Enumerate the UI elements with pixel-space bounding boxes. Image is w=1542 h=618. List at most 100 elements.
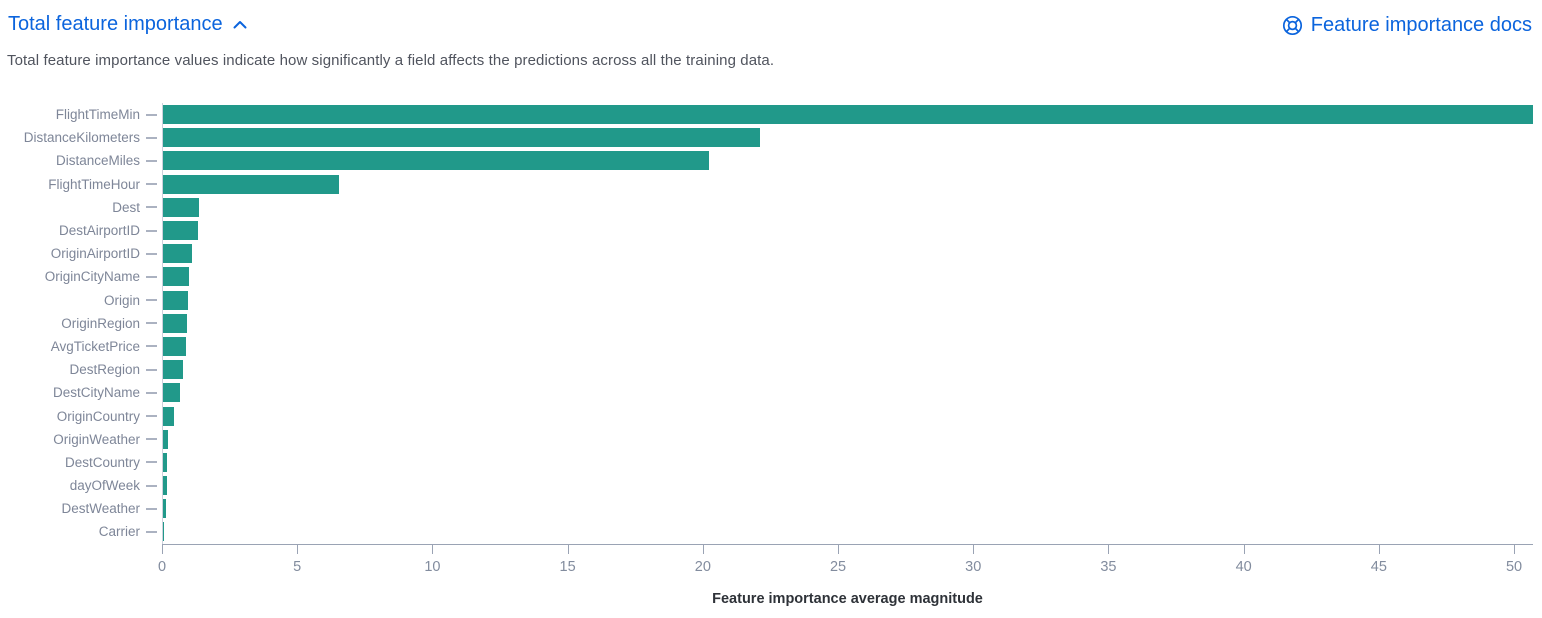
x-tick-label: 25: [829, 559, 847, 575]
chart-rows: FlightTimeMin DistanceKilometers DistanceM…: [0, 103, 1533, 544]
y-tick-mark: [146, 345, 157, 348]
category-label: OriginAirportID: [50, 246, 140, 262]
category-label: DestWeather: [61, 501, 140, 517]
bar-track: [163, 290, 1533, 310]
x-axis: Feature importance average magnitude 0 5 1…: [158, 544, 1533, 614]
bar[interactable]: [163, 313, 187, 333]
bar-track: [163, 267, 1533, 287]
bar-track: [163, 151, 1533, 171]
bar[interactable]: [163, 452, 168, 472]
bar[interactable]: [163, 360, 183, 380]
chart-row: DestCountry: [0, 451, 1533, 474]
y-tick-mark: [146, 183, 157, 186]
chart-row: Carrier: [0, 520, 1533, 543]
x-tick-mark: [973, 545, 975, 554]
x-tick-mark: [1108, 545, 1110, 554]
total-feature-importance-toggle[interactable]: Total feature importance: [8, 13, 248, 36]
category-label: OriginCityName: [44, 269, 140, 285]
x-tick-label: 10: [424, 559, 441, 575]
category-label: AvgTicketPrice: [50, 338, 140, 354]
chart-row: OriginRegion: [0, 312, 1533, 335]
y-tick-mark: [146, 507, 157, 510]
y-tick-mark: [146, 484, 157, 487]
x-tick-label: 40: [1235, 559, 1252, 575]
x-tick-label: 30: [965, 559, 982, 575]
bar[interactable]: [163, 267, 190, 287]
category-label: DistanceMiles: [55, 153, 140, 169]
x-tick-mark: [838, 545, 840, 554]
bar-track: [163, 105, 1533, 125]
category-label: dayOfWeek: [69, 478, 140, 494]
y-tick-mark: [146, 461, 157, 464]
category-label: DestAirportID: [58, 223, 140, 239]
bar[interactable]: [163, 429, 168, 449]
bar-track: [163, 244, 1533, 264]
y-tick-mark: [146, 252, 157, 255]
bar-track: [163, 336, 1533, 356]
category-label: OriginRegion: [61, 315, 140, 331]
bar[interactable]: [163, 151, 709, 171]
bar-track: [163, 174, 1533, 194]
y-tick-mark: [146, 113, 157, 116]
x-tick-mark: [432, 545, 434, 554]
y-tick-mark: [146, 206, 157, 209]
x-tick-label: 35: [1100, 559, 1117, 575]
bar[interactable]: [163, 290, 189, 310]
bar[interactable]: [163, 383, 181, 403]
bar[interactable]: [163, 174, 339, 194]
section-description: Total feature importance values indicate…: [7, 52, 775, 69]
bar-track: [163, 476, 1533, 496]
y-tick-mark: [146, 368, 157, 371]
bar-track: [163, 429, 1533, 449]
chart-row: Dest: [0, 196, 1533, 219]
bar[interactable]: [163, 128, 761, 148]
category-label: OriginCountry: [56, 408, 140, 424]
bar[interactable]: [163, 221, 199, 241]
y-tick-mark: [146, 229, 157, 232]
chart-row: FlightTimeHour: [0, 173, 1533, 196]
bar[interactable]: [163, 522, 165, 542]
y-axis-line: [162, 103, 163, 544]
feature-importance-chart: FlightTimeMin DistanceKilometers DistanceM…: [0, 103, 1533, 607]
category-label: DistanceKilometers: [23, 130, 140, 146]
bar-track: [163, 499, 1533, 519]
chart-row: OriginCityName: [0, 265, 1533, 288]
lifebuoy-icon: [1282, 15, 1303, 36]
bar-track: [163, 360, 1533, 380]
y-tick-mark: [146, 159, 157, 162]
bar[interactable]: [163, 105, 1533, 125]
bar-track: [163, 221, 1533, 241]
x-tick-mark: [297, 545, 299, 554]
bar-track: [163, 383, 1533, 403]
y-tick-mark: [146, 438, 157, 441]
chart-row: DestRegion: [0, 358, 1533, 381]
x-tick-label: 45: [1370, 559, 1387, 575]
y-tick-mark: [146, 299, 157, 302]
feature-importance-docs-link[interactable]: Feature importance docs: [1282, 14, 1532, 37]
y-tick-mark: [146, 322, 157, 325]
bar[interactable]: [163, 197, 200, 217]
y-tick-mark: [146, 530, 157, 533]
bar[interactable]: [163, 336, 186, 356]
chart-row: FlightTimeMin: [0, 103, 1533, 126]
category-label: Origin: [103, 292, 140, 308]
bar[interactable]: [163, 499, 167, 519]
bar[interactable]: [163, 406, 175, 426]
x-tick-mark: [702, 545, 704, 554]
chart-row: DistanceKilometers: [0, 126, 1533, 149]
chart-row: DestWeather: [0, 497, 1533, 520]
chart-row: Origin: [0, 289, 1533, 312]
chart-row: OriginWeather: [0, 428, 1533, 451]
category-label: FlightTimeHour: [48, 176, 140, 192]
y-tick-mark: [146, 275, 157, 278]
bar[interactable]: [163, 244, 192, 264]
chart-row: DestAirportID: [0, 219, 1533, 242]
bar-track: [163, 452, 1533, 472]
x-tick-label: 50: [1505, 559, 1523, 575]
y-tick-mark: [146, 136, 157, 139]
bar[interactable]: [163, 476, 168, 496]
category-label: OriginWeather: [53, 431, 140, 447]
x-tick-label: 15: [559, 559, 576, 575]
chart-row: AvgTicketPrice: [0, 335, 1533, 358]
y-tick-mark: [146, 415, 157, 418]
